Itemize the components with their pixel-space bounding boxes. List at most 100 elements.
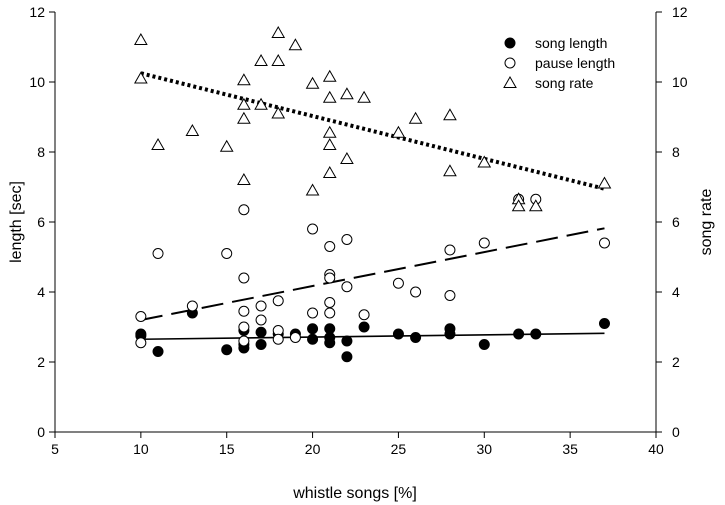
song-rate-point xyxy=(340,87,354,100)
pause-length-point xyxy=(255,300,267,312)
left-axis-ticks: 0 2 4 6 8 10 12 xyxy=(29,4,55,440)
song-rate-point xyxy=(271,106,286,119)
song-rate-point xyxy=(237,73,251,86)
song-length-point xyxy=(478,339,490,350)
song-length-point xyxy=(324,337,336,349)
left-axis-title: length [sec] xyxy=(8,181,25,263)
song-rate-point xyxy=(443,108,457,121)
left-y-tick-label: 0 xyxy=(37,424,45,440)
song-length-point xyxy=(221,344,233,356)
song-rate-point xyxy=(322,125,337,138)
pause-length-point xyxy=(324,307,336,319)
legend-marker-song-length xyxy=(504,37,516,49)
right-y-tick-label: 10 xyxy=(672,74,688,90)
x-tick-label: 5 xyxy=(51,441,59,457)
left-y-tick-label: 6 xyxy=(37,214,45,230)
pause-length-point xyxy=(392,277,404,289)
song-rate-point xyxy=(151,137,165,150)
song-rate-point xyxy=(528,199,543,212)
song-rate-point xyxy=(237,97,251,110)
song-rate-point xyxy=(322,137,337,150)
left-y-tick-label: 2 xyxy=(37,354,45,370)
pause-length-point xyxy=(272,333,284,345)
song-length-point xyxy=(410,332,422,343)
song-rate-point xyxy=(254,53,268,66)
song-rate-point xyxy=(477,155,492,168)
legend-marker-pause-length xyxy=(504,57,516,69)
right-y-tick-label: 0 xyxy=(672,424,680,440)
song-rate-point xyxy=(133,71,148,84)
song-rate-point xyxy=(322,165,337,178)
song-rate-point xyxy=(185,123,200,136)
pause-length-point xyxy=(272,295,284,307)
song-rate-point xyxy=(408,111,423,124)
legend-label: song length xyxy=(535,35,607,51)
song-rate-point xyxy=(357,90,371,103)
song-rate-point xyxy=(391,125,406,138)
song-length-point xyxy=(255,326,267,338)
right-axis-title: song rate xyxy=(698,189,715,256)
pause-length-point xyxy=(221,248,233,259)
x-tick-label: 15 xyxy=(219,441,235,457)
song-rate-point xyxy=(254,97,268,110)
song-rate-point xyxy=(322,69,337,82)
song-rate-point xyxy=(219,139,234,152)
song-rate-point xyxy=(305,183,320,196)
left-y-tick-label: 4 xyxy=(37,284,45,300)
legend-label: pause length xyxy=(535,55,615,71)
right-y-tick-label: 2 xyxy=(672,354,680,370)
trend-line-song-length xyxy=(140,332,605,341)
song-rate-point xyxy=(443,164,457,177)
pause-length-point xyxy=(238,204,250,216)
song-length-point xyxy=(392,328,404,340)
song-length-point xyxy=(152,346,164,357)
pause-length-point xyxy=(341,281,353,293)
song-length-point xyxy=(307,323,319,335)
pause-length-point xyxy=(238,321,250,333)
left-y-tick-label: 8 xyxy=(37,144,45,160)
x-axis-title: whistle songs [%] xyxy=(292,485,417,502)
pause-length-point xyxy=(238,272,250,284)
pause-length-point xyxy=(478,237,490,249)
pause-length-point xyxy=(444,244,456,256)
pause-length-point xyxy=(307,307,319,319)
song-rate-point xyxy=(237,111,251,124)
song-length-point xyxy=(530,328,542,340)
x-axis-ticks: 5 10 15 20 25 30 35 40 xyxy=(51,432,664,457)
trend-lines xyxy=(140,71,605,341)
song-rate-point xyxy=(511,199,526,212)
pause-length-point xyxy=(135,337,147,349)
x-tick-label: 20 xyxy=(305,441,321,457)
pause-length-point xyxy=(152,248,164,259)
song-length-point xyxy=(307,333,319,345)
pause-length-point xyxy=(289,332,301,343)
pause-length-point xyxy=(598,237,610,249)
song-rate-point xyxy=(271,25,286,38)
x-tick-label: 35 xyxy=(562,441,578,457)
pause-length-point xyxy=(324,297,336,308)
pause-length-point xyxy=(324,272,336,284)
trend-line-song-rate xyxy=(140,71,605,191)
pause-length-point xyxy=(358,309,370,321)
right-axis-ticks: 0 2 4 6 8 10 12 xyxy=(656,4,688,440)
song-rate-point xyxy=(133,32,148,45)
right-y-tick-label: 4 xyxy=(672,284,680,300)
data-points xyxy=(133,25,612,363)
song-length-point xyxy=(513,328,525,340)
song-length-point xyxy=(598,318,610,329)
song-rate-point xyxy=(237,172,251,185)
song-rate-point xyxy=(305,76,320,89)
legend-label: song rate xyxy=(535,75,594,91)
trend-line-pause-length xyxy=(140,227,605,321)
song-length-point xyxy=(341,351,353,363)
song-rate-point xyxy=(322,90,337,103)
legend: song length pause length song rate xyxy=(503,35,615,91)
song-length-point xyxy=(444,328,456,340)
pause-length-point xyxy=(186,300,198,312)
pause-length-point xyxy=(410,286,422,298)
left-y-tick-label: 10 xyxy=(29,74,45,90)
pause-length-point xyxy=(324,241,336,252)
pause-length-point xyxy=(135,311,147,322)
song-rate-point xyxy=(340,151,354,164)
x-tick-label: 10 xyxy=(133,441,149,457)
